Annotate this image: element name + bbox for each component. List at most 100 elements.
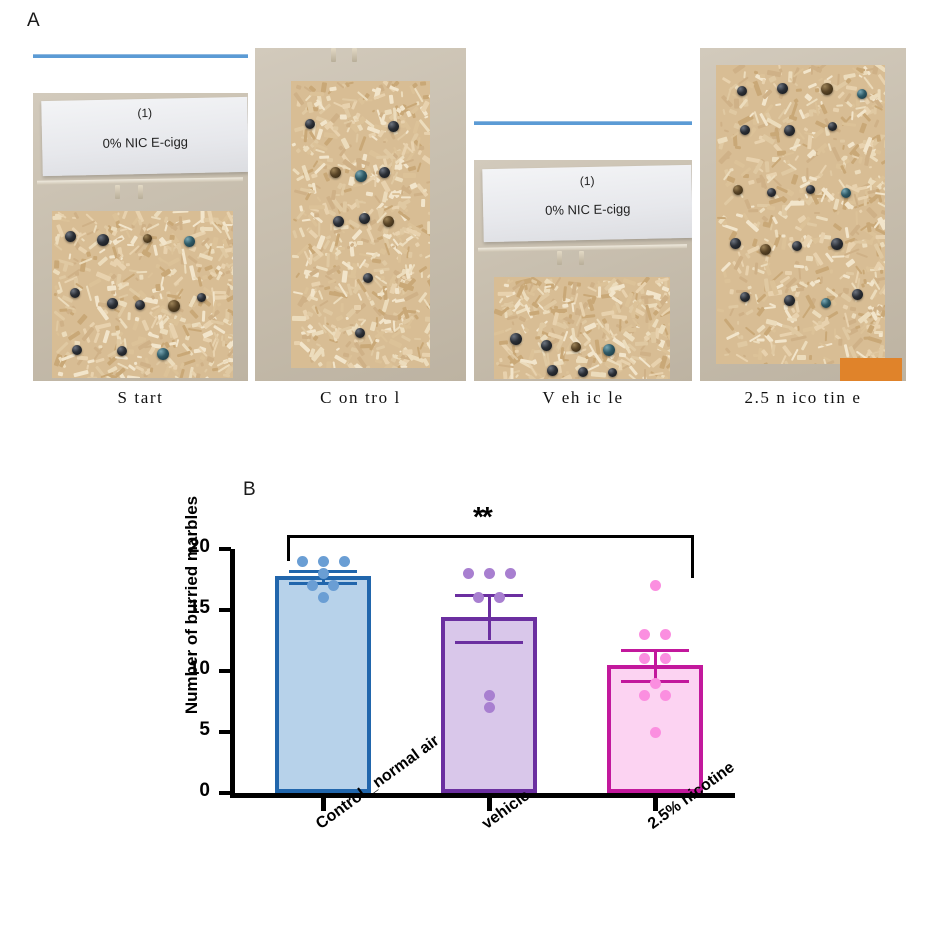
cage-tag: (1) 0% NIC E-cigg: [40, 96, 248, 176]
marble: [142, 234, 152, 244]
marble: [841, 187, 852, 198]
scatter-point: [307, 580, 318, 592]
scatter-point: [660, 628, 671, 640]
marble: [509, 333, 522, 346]
photo-nicotine: [700, 48, 906, 381]
marble: [784, 124, 796, 136]
cage-prong: [352, 48, 358, 62]
error-bar-cap-lower: [289, 581, 357, 585]
marble: [72, 344, 83, 355]
marble: [729, 238, 741, 250]
cage-tag-text: 0% NIC E-cigg: [544, 200, 631, 218]
marble: [354, 170, 367, 183]
marble: [378, 167, 390, 179]
bedding-area: [716, 64, 886, 365]
marble: [359, 213, 371, 225]
y-tick: [219, 669, 231, 673]
blue-divider-rule-vehicle: [474, 121, 692, 125]
x-tick: [320, 798, 326, 811]
marble: [571, 342, 582, 353]
marble: [784, 295, 796, 307]
marble: [64, 231, 76, 243]
blue-divider-rule-top: [33, 54, 248, 58]
error-bar-cap-upper: [455, 594, 523, 598]
y-tick: [219, 730, 231, 734]
marble: [167, 299, 180, 312]
marble: [546, 364, 558, 376]
photo-vehicle: (1) 0% NIC E-cigg: [474, 160, 692, 381]
scatter-point: [483, 689, 495, 701]
marble: [329, 167, 341, 179]
scatter-point: [660, 653, 671, 665]
marble: [736, 85, 747, 96]
photo-caption-nicotine: 2.5 n ico tin e: [744, 388, 862, 407]
marble: [831, 238, 844, 251]
scatter-point: [462, 567, 474, 579]
scatter-point: [296, 555, 308, 567]
marble: [332, 215, 344, 227]
marble: [805, 184, 815, 194]
photo-caption-start: S tart: [117, 388, 164, 407]
error-bar-stem: [487, 594, 491, 641]
scatter-point: [504, 567, 516, 579]
marble: [382, 215, 394, 227]
y-tick-label: 0: [199, 780, 210, 801]
marble: [777, 82, 789, 94]
marble: [733, 184, 744, 195]
marble: [760, 244, 772, 256]
y-tick-label: 20: [188, 536, 210, 557]
x-axis-line: [230, 793, 735, 798]
marble: [740, 124, 751, 135]
cage-tag-number: (1): [136, 106, 152, 121]
scatter-point: [317, 567, 329, 579]
marble: [740, 292, 751, 303]
scatter-point: [338, 555, 350, 567]
error-bar-cap-lower: [455, 640, 523, 644]
error-bar-cap-upper: [621, 649, 689, 653]
marble: [135, 299, 146, 310]
marble: [821, 82, 834, 95]
cage-prong: [578, 250, 584, 265]
marble: [603, 344, 616, 357]
y-tick-label: 10: [188, 658, 210, 679]
bracket-right-arm: [691, 535, 694, 579]
y-tick: [219, 791, 231, 795]
scatter-point: [328, 580, 339, 592]
cage-prong: [330, 48, 336, 62]
photo-control: [255, 48, 466, 381]
bedding-area: [52, 211, 233, 379]
panel-a-photographs: A (1) 0% NIC E-cigg (1) 0% NIC E-cigg: [0, 0, 935, 460]
cage-tag-text: 0% NIC E-cigg: [102, 133, 188, 151]
photo-start: (1) 0% NIC E-cigg: [33, 93, 248, 381]
scatter-point: [639, 628, 650, 640]
marble: [106, 297, 118, 309]
scatter-point: [473, 592, 484, 604]
marble: [117, 346, 128, 357]
photo-caption-vehicle: V eh ic le: [542, 388, 624, 407]
scatter-point: [494, 592, 505, 604]
scatter-point: [483, 567, 495, 579]
marble: [856, 88, 867, 99]
y-tick: [219, 547, 231, 551]
scatter-point: [639, 653, 650, 665]
marble: [792, 241, 803, 252]
scatter-point: [639, 689, 650, 701]
marble: [196, 292, 206, 302]
bar-0[interactable]: [275, 575, 371, 793]
marble: [541, 340, 553, 352]
cage-prong: [138, 185, 144, 200]
scatter-point: [649, 580, 661, 592]
marble: [70, 287, 81, 298]
marble: [97, 234, 110, 247]
significance-label: **: [473, 501, 493, 532]
cage-tag-number: (1): [579, 173, 595, 189]
y-axis-line: [230, 549, 235, 793]
marble: [304, 118, 315, 129]
scatter-point: [649, 677, 661, 689]
bedding-area: [290, 81, 431, 368]
scatter-point: [317, 555, 329, 567]
scatter-point: [660, 689, 671, 701]
chart-plot-area: Number of burried marbles 0 5 10 15 20 ** Co…: [170, 475, 790, 951]
x-tick: [486, 798, 492, 811]
marble: [767, 187, 777, 197]
